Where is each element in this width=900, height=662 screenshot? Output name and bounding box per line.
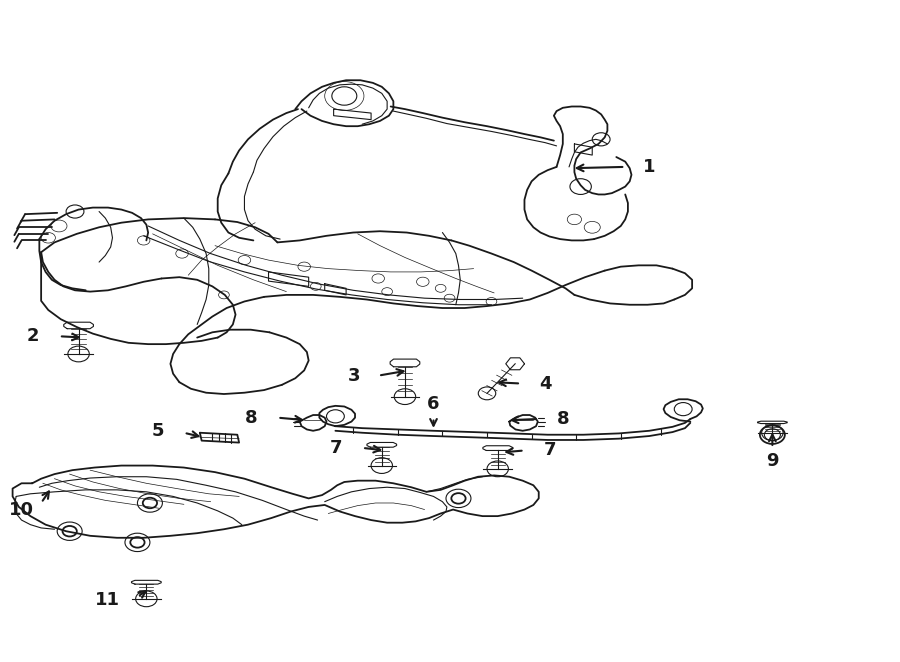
Text: 2: 2 — [27, 327, 40, 346]
Text: 6: 6 — [428, 395, 440, 413]
Text: 4: 4 — [539, 375, 551, 393]
Text: 11: 11 — [94, 591, 120, 609]
Text: 7: 7 — [330, 439, 343, 457]
Text: 3: 3 — [348, 367, 360, 385]
Text: 8: 8 — [245, 408, 257, 426]
Text: 10: 10 — [9, 500, 34, 518]
Text: 8: 8 — [556, 410, 569, 428]
Text: 1: 1 — [644, 158, 655, 176]
Text: 5: 5 — [152, 422, 164, 440]
Text: 9: 9 — [766, 452, 778, 471]
Text: 7: 7 — [544, 442, 556, 459]
